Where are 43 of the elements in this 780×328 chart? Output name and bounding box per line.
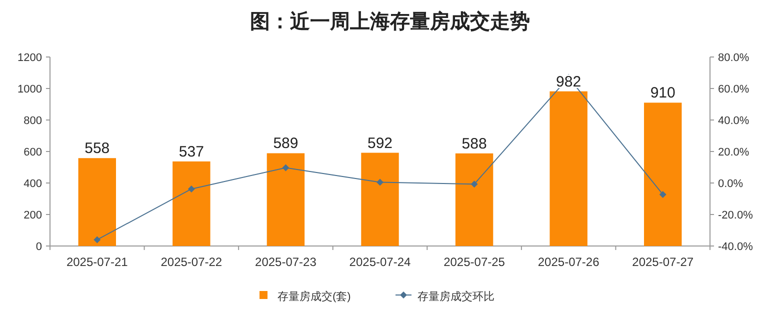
y2-tick-label: -40.0% [718, 241, 754, 253]
y-tick-label: 1200 [18, 52, 42, 64]
y2-tick-label: 40.0% [718, 115, 750, 127]
x-tick-label: 2025-07-22 [160, 255, 222, 269]
x-tick-label: 2025-07-25 [444, 255, 506, 269]
point [470, 180, 478, 188]
y-tick-label: 1000 [18, 84, 42, 96]
point [659, 191, 666, 198]
x-tick-label: 2025-07-24 [349, 255, 412, 269]
x-tick-label: 2025-07-27 [632, 255, 694, 269]
y-tick-label: 400 [24, 178, 42, 190]
y-tick-label: 0 [36, 241, 42, 253]
data-label: 537 [178, 143, 204, 160]
y-tick-label: 800 [24, 115, 42, 127]
bar [550, 91, 588, 246]
bar [172, 161, 210, 246]
bar [644, 102, 682, 246]
bar [266, 153, 305, 246]
bar [78, 158, 116, 246]
x-tick-label: 2025-07-21 [66, 255, 128, 269]
data-label: 910 [650, 84, 676, 102]
point [94, 236, 101, 244]
data-label: 588 [462, 135, 487, 152]
legend-label: 存量房成交环比 [418, 290, 494, 303]
y2-tick-label: 80.0% [718, 52, 750, 64]
point [282, 164, 290, 172]
bar [361, 152, 399, 246]
chart-title: 图：近一周上海存量房成交走势 [250, 10, 530, 33]
data-label: 592 [367, 134, 393, 152]
data-label: 558 [84, 140, 110, 158]
x-tick-label: 2025-07-26 [538, 255, 600, 269]
x-tick-label: 2025-07-23 [255, 255, 317, 269]
legend-label: 存量房成交(套) [278, 290, 351, 303]
bar [455, 153, 494, 246]
y2-tick-label: -20.0% [718, 210, 754, 222]
y-tick-label: 200 [24, 210, 42, 222]
point [188, 185, 195, 192]
y2-tick-label: 20.0% [718, 146, 750, 158]
y2-tick-label: 60.0% [718, 84, 750, 96]
y2-tick-label: 0.0% [718, 178, 744, 190]
data-label: 589 [273, 135, 298, 152]
point [376, 178, 384, 186]
y-tick-label: 600 [24, 146, 42, 158]
